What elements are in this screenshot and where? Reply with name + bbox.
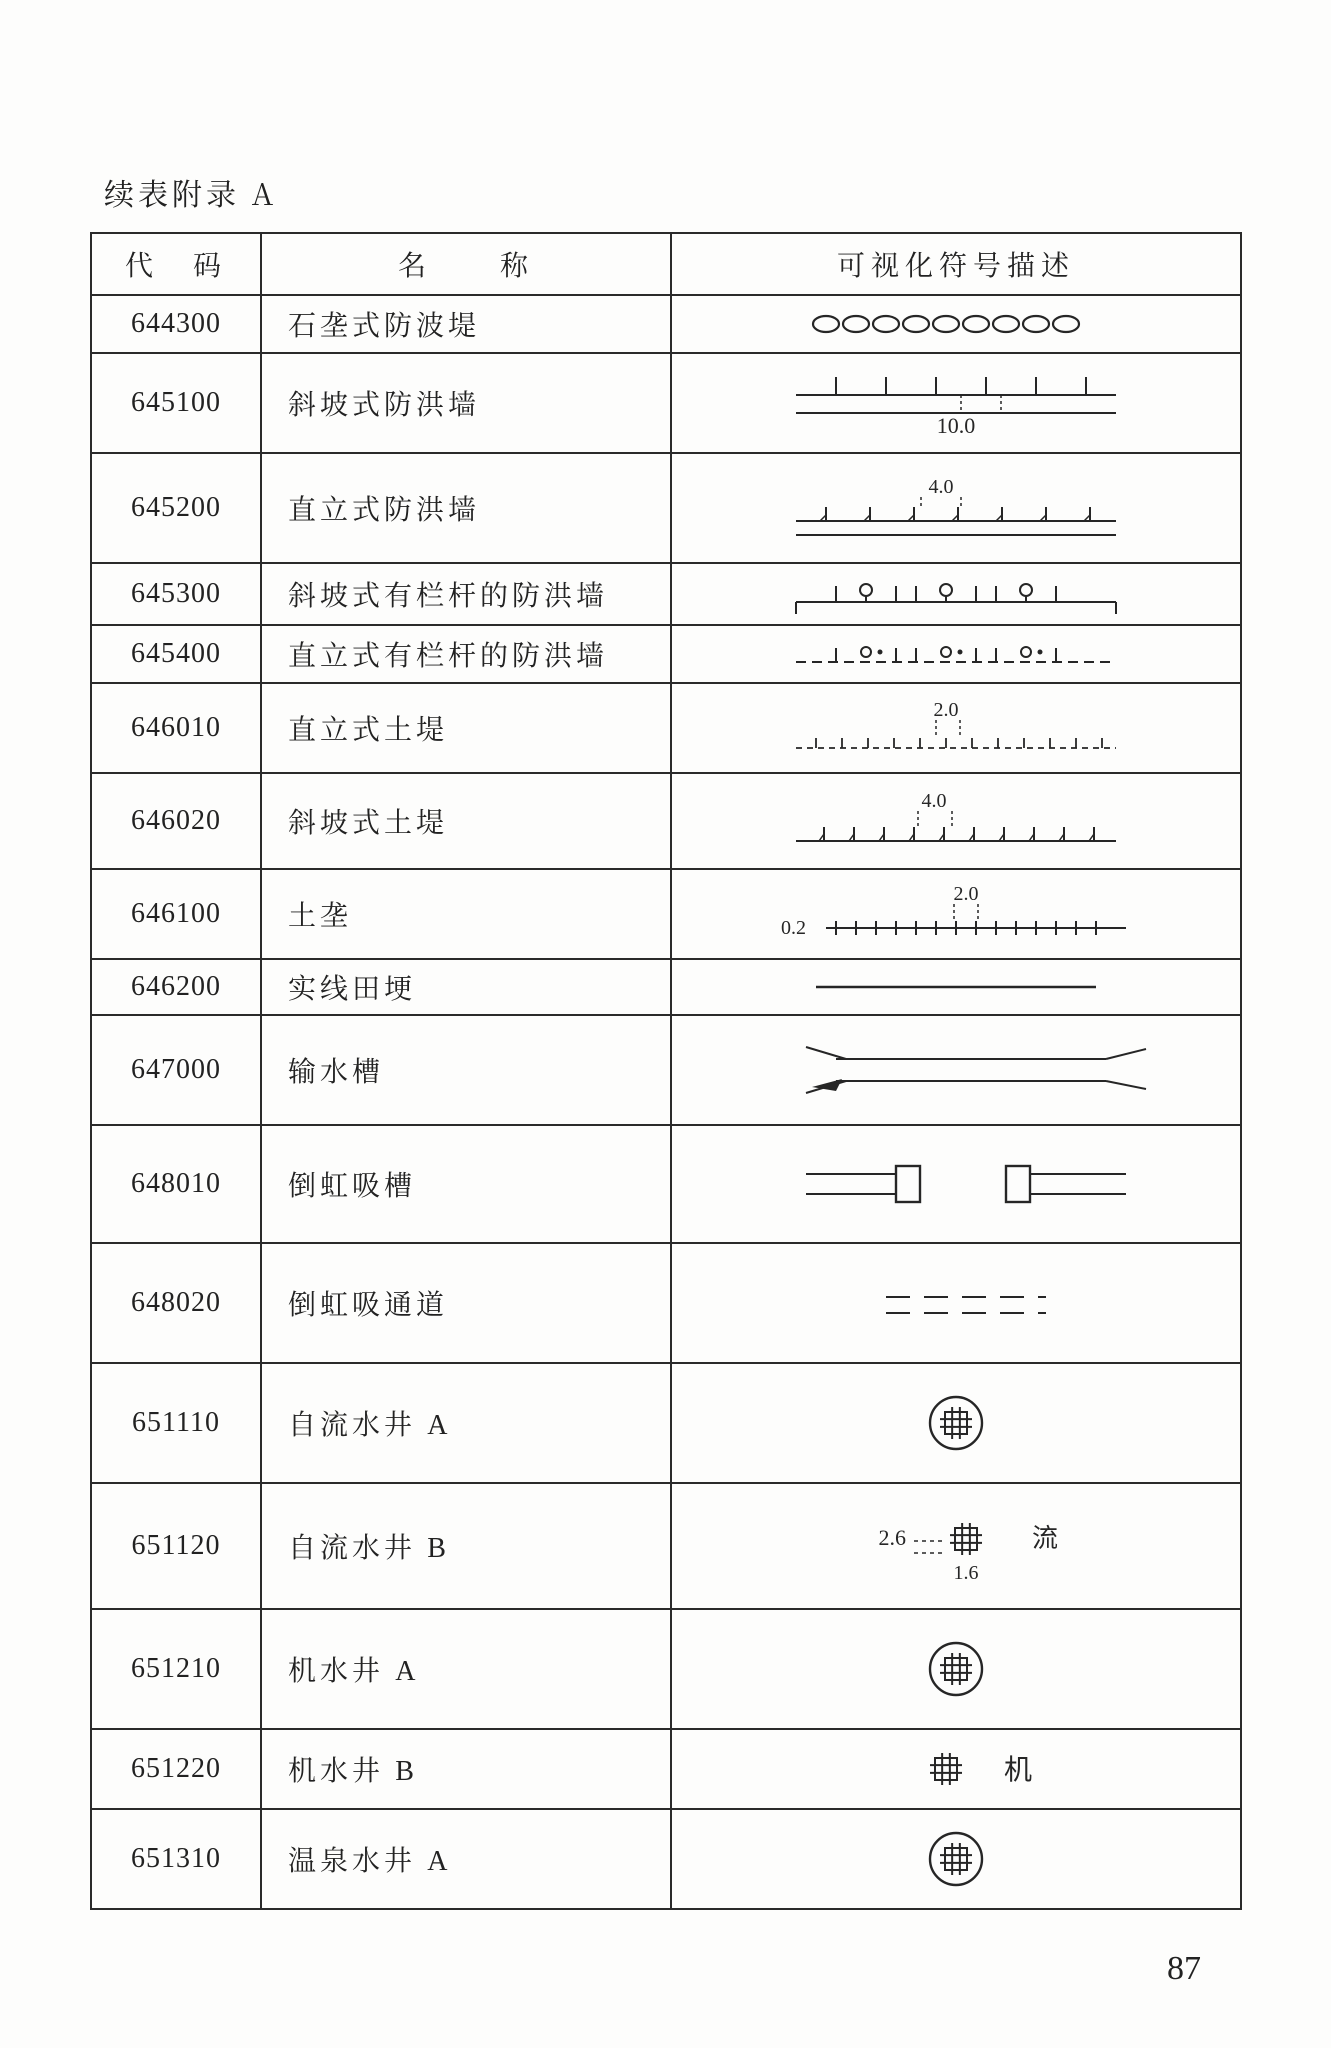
symbol-cell <box>671 1125 1241 1243</box>
table-row: 651120自流水井 B 2.6 流 1.6 <box>91 1483 1241 1609</box>
symbol-cell: 2.0 <box>671 683 1241 773</box>
symbol-cell <box>671 1609 1241 1729</box>
table-row: 651210机水井 A <box>91 1609 1241 1729</box>
table-header-row: 代 码 名 称 可视化符号描述 <box>91 233 1241 295</box>
svg-text:4.0: 4.0 <box>922 790 947 812</box>
table-row: 648010倒虹吸槽 <box>91 1125 1241 1243</box>
symbol-cell: 10.0 <box>671 353 1241 453</box>
code-cell: 648020 <box>91 1243 261 1363</box>
code-cell: 651310 <box>91 1809 261 1909</box>
table-row: 645400直立式有栏杆的防洪墙 <box>91 625 1241 683</box>
code-cell: 646010 <box>91 683 261 773</box>
code-cell: 644300 <box>91 295 261 353</box>
name-cell: 斜坡式有栏杆的防洪墙 <box>261 563 671 625</box>
table-row: 646100土垄 0.2 2.0 <box>91 869 1241 959</box>
code-cell: 651110 <box>91 1363 261 1483</box>
svg-text:10.0: 10.0 <box>937 413 976 438</box>
name-cell: 直立式防洪墙 <box>261 453 671 563</box>
table-row: 648020倒虹吸通道 <box>91 1243 1241 1363</box>
name-cell: 斜坡式土堤 <box>261 773 671 869</box>
code-cell: 645100 <box>91 353 261 453</box>
svg-text:2.0: 2.0 <box>954 883 979 905</box>
table-row: 651220机水井 B 机 <box>91 1729 1241 1809</box>
col-name: 名 称 <box>261 233 671 295</box>
name-cell: 自流水井 A <box>261 1363 671 1483</box>
svg-text:4.0: 4.0 <box>929 476 954 498</box>
symbols-table: 代 码 名 称 可视化符号描述 644300石垄式防波堤645100斜坡式防洪墙… <box>90 232 1242 1910</box>
symbol-cell <box>671 1809 1241 1909</box>
svg-text:2.0: 2.0 <box>934 699 959 721</box>
svg-text:2.6: 2.6 <box>879 1525 907 1550</box>
table-row: 651110自流水井 A <box>91 1363 1241 1483</box>
code-cell: 646100 <box>91 869 261 959</box>
name-cell: 直立式土堤 <box>261 683 671 773</box>
svg-text:0.2: 0.2 <box>781 917 806 939</box>
name-cell: 倒虹吸槽 <box>261 1125 671 1243</box>
code-cell: 647000 <box>91 1015 261 1125</box>
code-cell: 648010 <box>91 1125 261 1243</box>
symbol-cell: 4.0 <box>671 453 1241 563</box>
code-cell: 645400 <box>91 625 261 683</box>
name-cell: 石垄式防波堤 <box>261 295 671 353</box>
table-row: 645100斜坡式防洪墙 10.0 <box>91 353 1241 453</box>
name-cell: 土垄 <box>261 869 671 959</box>
symbol-cell: 0.2 2.0 <box>671 869 1241 959</box>
col-code: 代 码 <box>91 233 261 295</box>
page-title: 续表附录 A <box>104 170 1261 214</box>
table-row: 645200直立式防洪墙 4.0 <box>91 453 1241 563</box>
name-cell: 机水井 A <box>261 1609 671 1729</box>
code-cell: 651120 <box>91 1483 261 1609</box>
table-row: 645300斜坡式有栏杆的防洪墙 <box>91 563 1241 625</box>
symbol-cell: 2.6 流 1.6 <box>671 1483 1241 1609</box>
code-cell: 651220 <box>91 1729 261 1809</box>
name-cell: 倒虹吸通道 <box>261 1243 671 1363</box>
symbol-cell: 4.0 <box>671 773 1241 869</box>
page-number: 87 <box>1167 1950 1201 1988</box>
symbol-cell <box>671 295 1241 353</box>
table-row: 647000输水槽 <box>91 1015 1241 1125</box>
name-cell: 机水井 B <box>261 1729 671 1809</box>
table-row: 651310温泉水井 A <box>91 1809 1241 1909</box>
name-cell: 斜坡式防洪墙 <box>261 353 671 453</box>
name-cell: 自流水井 B <box>261 1483 671 1609</box>
code-cell: 645200 <box>91 453 261 563</box>
name-cell: 温泉水井 A <box>261 1809 671 1909</box>
table-row: 644300石垄式防波堤 <box>91 295 1241 353</box>
code-cell: 646020 <box>91 773 261 869</box>
symbol-cell <box>671 1243 1241 1363</box>
table-row: 646200实线田埂 <box>91 959 1241 1015</box>
code-cell: 651210 <box>91 1609 261 1729</box>
symbol-cell <box>671 1015 1241 1125</box>
symbol-cell: 机 <box>671 1729 1241 1809</box>
svg-text:1.6: 1.6 <box>954 1562 979 1584</box>
name-cell: 实线田埂 <box>261 959 671 1015</box>
svg-text:流: 流 <box>1032 1524 1058 1553</box>
code-cell: 646200 <box>91 959 261 1015</box>
name-cell: 直立式有栏杆的防洪墙 <box>261 625 671 683</box>
code-cell: 645300 <box>91 563 261 625</box>
symbol-cell <box>671 625 1241 683</box>
symbol-cell <box>671 1363 1241 1483</box>
table-row: 646010直立式土堤 2.0 <box>91 683 1241 773</box>
col-desc: 可视化符号描述 <box>671 233 1241 295</box>
svg-text:机: 机 <box>1004 1754 1032 1786</box>
name-cell: 输水槽 <box>261 1015 671 1125</box>
table-row: 646020斜坡式土堤 4.0 <box>91 773 1241 869</box>
symbol-cell <box>671 563 1241 625</box>
symbol-cell <box>671 959 1241 1015</box>
